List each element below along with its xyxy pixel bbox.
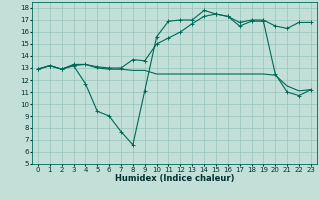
X-axis label: Humidex (Indice chaleur): Humidex (Indice chaleur) — [115, 174, 234, 183]
